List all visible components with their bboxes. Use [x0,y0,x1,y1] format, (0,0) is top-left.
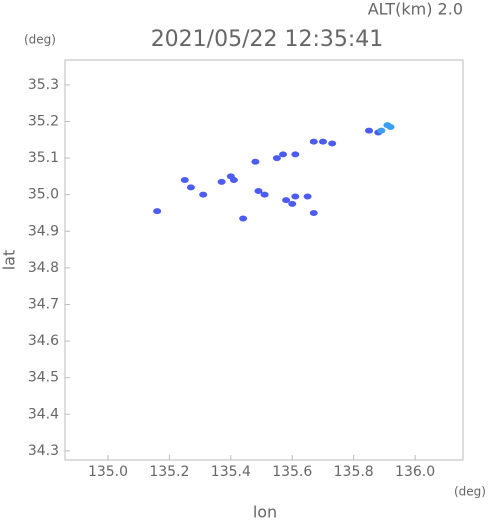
echo [272,155,281,162]
echo [288,200,297,207]
echo [303,193,312,200]
echo [309,209,318,216]
echo [282,197,291,204]
echo [260,191,269,198]
echo [309,138,318,145]
x-unit: (deg) [454,485,486,499]
y-tick-label: 35.0 [28,187,59,203]
y-tick-label: 34.4 [28,406,59,422]
echo [291,151,300,158]
x-tick-label: 135.0 [88,464,128,480]
echo [217,178,226,185]
y-unit: (deg) [24,33,56,47]
echo [328,140,337,147]
x-tick-label: 135.8 [334,464,374,480]
echo [386,123,395,130]
y-tick-label: 35.2 [28,113,59,129]
subtitle: ALT(km) 2.0 [368,0,463,19]
echo [186,184,195,191]
y-tick-label: 35.3 [28,77,59,93]
echo [318,138,327,145]
echo [254,188,263,195]
echo [365,127,374,134]
x-tick-label: 136.0 [395,464,435,480]
echo [229,177,238,184]
echo [239,215,248,222]
y-tick-label: 34.6 [28,333,59,349]
y-tick-label: 34.9 [28,223,59,239]
echo [199,191,208,198]
echo [377,127,386,134]
y-tick-label: 34.7 [28,296,59,312]
x-tick-label: 135.6 [272,464,312,480]
y-tick-label: 34.8 [28,260,59,276]
x-tick-label: 135.4 [211,464,251,480]
y-tick-label: 34.3 [28,443,59,459]
echo [251,158,260,165]
echo [153,208,162,215]
y-tick-label: 35.1 [28,150,59,166]
x-tick-label: 135.2 [149,464,189,480]
echo [279,151,288,158]
x-axis-label: lon [253,503,277,522]
echo [291,193,300,200]
echo [180,177,189,184]
y-tick-label: 34.5 [28,370,59,386]
chart-title: 2021/05/22 12:35:41 [151,27,384,52]
y-axis-label: lat [0,250,19,271]
plot-frame [64,59,464,461]
